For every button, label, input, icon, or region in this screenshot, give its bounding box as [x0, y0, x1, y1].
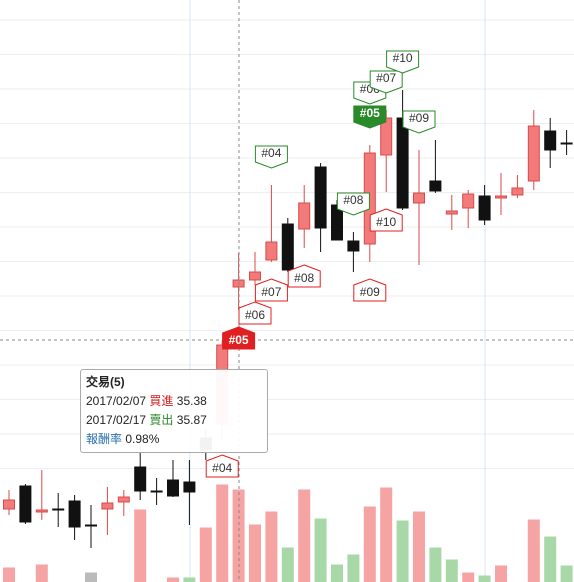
- action: 賣出: [149, 413, 174, 427]
- candle-body: [396, 117, 409, 209]
- price: 35.38: [176, 394, 207, 408]
- candle-body: [462, 193, 475, 209]
- candle-body: [150, 490, 163, 493]
- candle-body: [183, 481, 196, 493]
- volume-bar: [544, 536, 557, 582]
- trade-label: #10: [376, 215, 396, 229]
- volume-bar: [265, 511, 278, 582]
- volume-bar: [199, 527, 212, 582]
- candle-body: [134, 466, 147, 492]
- trade-label: #10: [393, 51, 413, 65]
- candle-body: [68, 500, 81, 528]
- volume-bar: [167, 577, 179, 582]
- volume-bar: [281, 547, 294, 582]
- candle-body: [117, 496, 130, 503]
- candle-body: [429, 180, 442, 192]
- trade-marker: [287, 264, 321, 288]
- volume-bar: [216, 484, 229, 582]
- trade-marker: [353, 105, 387, 129]
- candle-body: [527, 125, 540, 182]
- trade-marker: [369, 208, 403, 232]
- volume-bar: [527, 519, 540, 582]
- volume-bar: [134, 509, 147, 582]
- volume-bar: [347, 554, 360, 582]
- trade-label: #04: [212, 461, 232, 475]
- trade-label: #06: [245, 308, 265, 322]
- volume-bar: [331, 564, 343, 582]
- volume-bar: [298, 489, 311, 582]
- trade-marker: [254, 278, 288, 302]
- trade-marker: [238, 301, 272, 325]
- candle-body: [511, 187, 524, 196]
- action: 買進: [149, 394, 174, 408]
- candle-body: [544, 130, 557, 151]
- volume-bar: [396, 520, 409, 582]
- candle-body: [249, 271, 261, 281]
- trade-marker: [222, 326, 256, 350]
- tooltip: 交易(5) 2017/02/07 買進 35.38 2017/02/17 賣出 …: [80, 369, 268, 453]
- candle-body: [314, 166, 327, 229]
- candle-body: [478, 195, 491, 221]
- trade-marker: [402, 110, 436, 134]
- price: 35.87: [176, 413, 207, 427]
- candle-body: [495, 195, 507, 199]
- volume-bar: [429, 547, 442, 582]
- candle-body: [298, 202, 311, 230]
- trade-label: #09: [360, 285, 380, 299]
- tooltip-title: 交易(5): [86, 375, 125, 389]
- trade-label: #07: [261, 285, 281, 299]
- candle-body: [281, 223, 294, 271]
- trade-label: #04: [261, 146, 281, 160]
- volume-bar: [35, 564, 48, 582]
- trade-marker: [369, 70, 403, 94]
- volume-bar: [478, 575, 491, 582]
- trade-marker: [205, 454, 239, 478]
- candle-body: [52, 508, 65, 511]
- candle-body: [265, 241, 278, 261]
- volume-bar: [462, 572, 475, 582]
- candle-body: [413, 192, 425, 204]
- candle-body: [35, 509, 48, 513]
- volume-bar: [314, 518, 327, 582]
- volume-bar: [560, 565, 573, 582]
- volume-bar: [85, 572, 97, 582]
- candle-body: [445, 210, 458, 215]
- candle-body: [167, 479, 179, 497]
- trade-marker: [254, 145, 288, 169]
- trade-label: #08: [294, 271, 314, 285]
- trade-marker: [353, 278, 387, 302]
- candle-body: [101, 502, 114, 510]
- trade-label: #09: [409, 111, 429, 125]
- volume-bar: [249, 524, 261, 582]
- volume-bar: [363, 506, 376, 582]
- trade-label: #05: [360, 106, 380, 120]
- volume-bar: [413, 511, 425, 582]
- trade-marker: [336, 192, 370, 216]
- volume-bar: [495, 565, 507, 582]
- volume-bar: [183, 577, 196, 582]
- return-label: 報酬率: [86, 432, 123, 446]
- trade-label: #08: [343, 193, 363, 207]
- candle-body: [85, 524, 97, 527]
- return-value: 0.98%: [125, 432, 160, 446]
- volume-bar: [445, 559, 458, 582]
- volume-bar: [3, 567, 15, 582]
- date: 2017/02/07: [86, 394, 147, 408]
- volume-bar: [380, 487, 393, 582]
- candle-body: [347, 240, 360, 252]
- candle-body: [3, 499, 15, 510]
- trade-label: #05: [229, 333, 249, 347]
- trade-label: #07: [376, 71, 396, 85]
- date: 2017/02/17: [86, 413, 147, 427]
- candle-body: [560, 142, 573, 145]
- candle-body: [19, 485, 32, 523]
- trade-marker: [386, 50, 420, 74]
